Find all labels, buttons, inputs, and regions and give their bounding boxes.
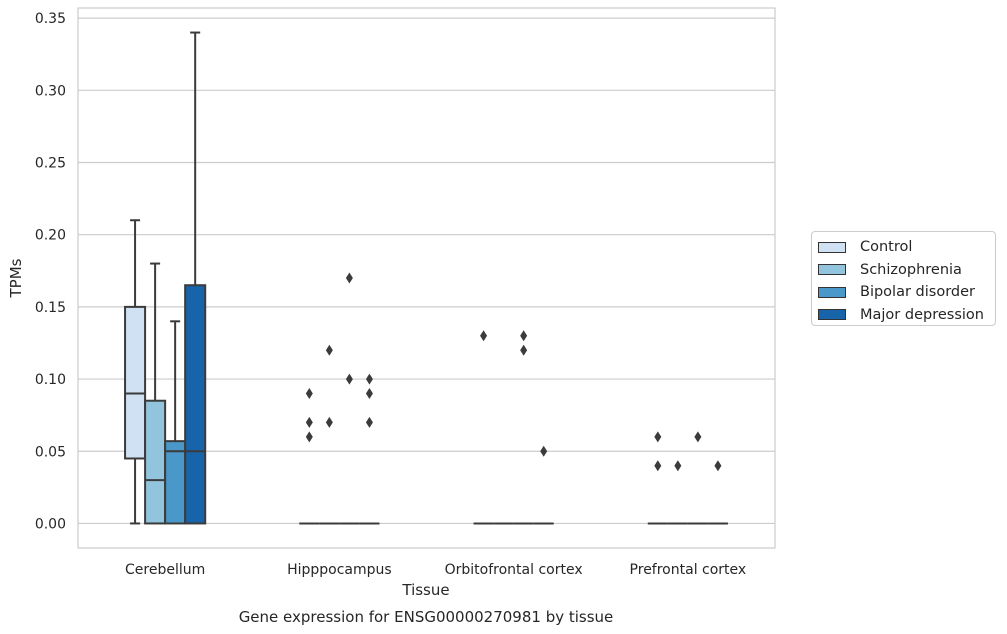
x-tick-label: Hipppocampus xyxy=(287,562,392,578)
box xyxy=(184,31,207,525)
legend-label: Control xyxy=(860,239,913,256)
legend-swatch xyxy=(818,264,846,276)
box xyxy=(667,460,688,525)
outlier-point xyxy=(305,388,313,400)
outlier-point xyxy=(480,330,488,342)
legend: Control Schizophrenia Bipolar disorder Majo… xyxy=(811,231,996,326)
y-tick-label: 0.25 xyxy=(35,155,66,171)
x-axis-label: Tissue xyxy=(401,581,449,599)
legend-item: Schizophrenia xyxy=(818,259,995,282)
y-axis-label: TPMs xyxy=(7,258,25,298)
plot-area-frame xyxy=(77,7,776,549)
outlier-point xyxy=(694,431,702,443)
outlier-point xyxy=(365,373,373,385)
legend-swatch xyxy=(818,309,846,321)
series-schizophrenia xyxy=(144,262,688,525)
box-body xyxy=(184,284,207,525)
outlier-point xyxy=(305,416,313,428)
outlier-point xyxy=(305,431,313,443)
outlier-point xyxy=(325,416,333,428)
outlier-point xyxy=(654,431,662,443)
box xyxy=(144,262,167,525)
box xyxy=(359,373,380,525)
box xyxy=(533,445,554,525)
x-tick-labels: Cerebellum Hipppocampus Orbitofrontal cort… xyxy=(125,562,746,578)
box xyxy=(687,431,708,525)
y-tick-label: 0.35 xyxy=(35,11,66,27)
box xyxy=(473,330,494,525)
outlier-point xyxy=(520,344,528,356)
y-tick-label: 0.20 xyxy=(35,228,66,244)
x-tick-label: Prefrontal cortex xyxy=(630,562,747,578)
outlier-point xyxy=(520,330,528,342)
y-tick-label: 0.00 xyxy=(35,516,66,532)
outlier-point xyxy=(540,445,548,457)
legend-swatch xyxy=(818,286,846,298)
box-body xyxy=(144,399,167,525)
legend-label: Major depression xyxy=(860,306,984,323)
chart-caption: Gene expression for ENSG00000270981 by t… xyxy=(239,608,614,626)
series-bipolar-disorder xyxy=(164,272,708,525)
x-tick-label: Orbitofrontal cortex xyxy=(445,562,583,578)
box xyxy=(647,431,668,525)
y-tick-label: 0.05 xyxy=(35,444,66,460)
outlier-point xyxy=(325,344,333,356)
legend-label: Bipolar disorder xyxy=(860,284,975,301)
box-body xyxy=(164,440,187,525)
outlier-point xyxy=(654,460,662,472)
outlier-point xyxy=(345,373,353,385)
legend-item: Major depression xyxy=(818,304,995,327)
legend-label: Schizophrenia xyxy=(860,261,962,278)
outlier-point xyxy=(714,460,722,472)
y-tick-label: 0.15 xyxy=(35,300,66,316)
box xyxy=(339,272,360,525)
box xyxy=(707,460,728,525)
legend-item: Bipolar disorder xyxy=(818,281,995,304)
box-body xyxy=(124,305,147,460)
legend-item: Control xyxy=(818,236,995,259)
legend-swatch xyxy=(818,241,846,253)
box xyxy=(319,344,340,525)
box xyxy=(124,219,147,525)
box xyxy=(299,388,320,525)
outlier-point xyxy=(674,460,682,472)
y-tick-label: 0.30 xyxy=(35,83,66,99)
outlier-point xyxy=(365,388,373,400)
series-major-depression xyxy=(184,31,728,525)
box xyxy=(164,320,187,525)
outlier-point xyxy=(345,272,353,284)
outlier-point xyxy=(365,416,373,428)
x-tick-label: Cerebellum xyxy=(125,562,205,578)
y-tick-label: 0.10 xyxy=(35,372,66,388)
series-control xyxy=(124,219,668,525)
box-series xyxy=(124,31,728,525)
y-tick-labels: 0.00 0.05 0.10 0.15 0.20 0.25 0.30 0.35 xyxy=(35,11,66,532)
box xyxy=(513,330,534,525)
